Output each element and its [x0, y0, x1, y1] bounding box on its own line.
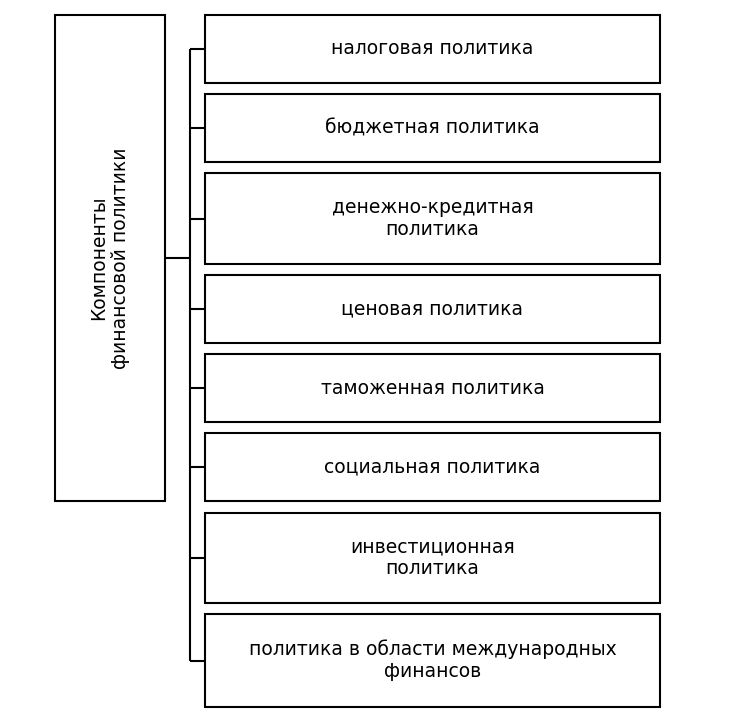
Text: политика в области международных
финансов: политика в области международных финансо…	[249, 640, 616, 681]
FancyBboxPatch shape	[205, 354, 660, 422]
FancyBboxPatch shape	[205, 433, 660, 501]
FancyBboxPatch shape	[205, 15, 660, 83]
FancyBboxPatch shape	[205, 173, 660, 264]
Text: инвестиционная
политика: инвестиционная политика	[350, 537, 515, 578]
Text: денежно-кредитная
политика: денежно-кредитная политика	[332, 198, 533, 239]
Text: ценовая политика: ценовая политика	[341, 300, 524, 318]
FancyBboxPatch shape	[55, 15, 165, 501]
FancyBboxPatch shape	[205, 275, 660, 343]
Text: социальная политика: социальная политика	[324, 458, 541, 477]
Text: налоговая политика: налоговая политика	[332, 39, 533, 59]
FancyBboxPatch shape	[205, 94, 660, 162]
Text: Компоненты
финансовой политики: Компоненты финансовой политики	[90, 147, 131, 369]
Text: бюджетная политика: бюджетная политика	[325, 119, 540, 137]
FancyBboxPatch shape	[205, 513, 660, 603]
Text: таможенная политика: таможенная политика	[320, 379, 545, 398]
FancyBboxPatch shape	[205, 614, 660, 707]
